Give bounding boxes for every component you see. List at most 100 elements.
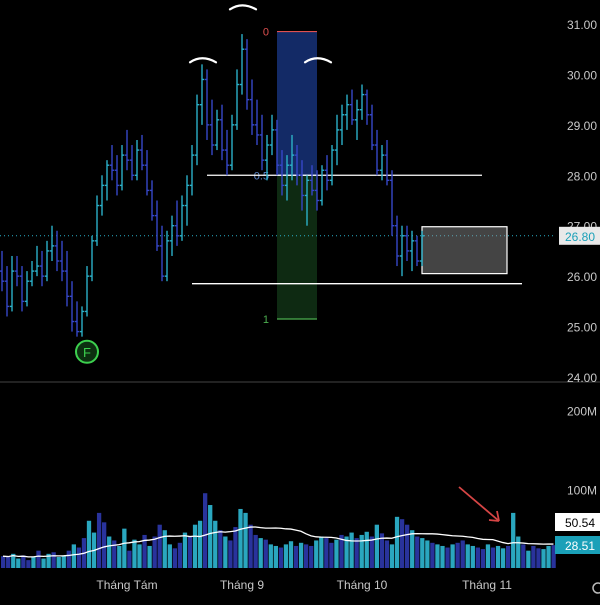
- ohlc-bar: [349, 89, 355, 125]
- consolidation-box[interactable]: [421, 226, 508, 275]
- volume-bar: [162, 530, 167, 568]
- volume-bar: [490, 547, 496, 568]
- volume-bar: [405, 524, 410, 568]
- volume-bar: [480, 549, 486, 568]
- volume-bar: [107, 536, 112, 568]
- volume-bar: [233, 527, 238, 568]
- volume-bar: [394, 516, 400, 568]
- volume-bar: [86, 520, 92, 568]
- event-marker-circle[interactable]: [75, 339, 99, 364]
- ohlc-bar: [19, 266, 25, 312]
- volume-bar: [506, 545, 511, 568]
- volume-bar: [172, 548, 177, 568]
- volume-bar: [187, 536, 193, 568]
- red-trend-arrow-head: [488, 510, 500, 522]
- volume-bar: [364, 531, 369, 568]
- volume-bar: [304, 544, 309, 568]
- ohlc-bar: [29, 261, 35, 287]
- ohlc-bar: [314, 170, 320, 211]
- ohlc-bar: [194, 94, 200, 166]
- volume-bar: [359, 534, 364, 568]
- ohlc-bar: [4, 266, 10, 317]
- ohlc-bar: [169, 215, 175, 256]
- volume-bar: [369, 536, 374, 568]
- current-price-badge: [559, 226, 600, 245]
- volume-bar: [440, 545, 445, 568]
- ohlc-bar: [59, 240, 65, 282]
- volume-bar: [6, 556, 11, 568]
- ohlc-bar: [109, 145, 115, 181]
- volume-bar: [334, 539, 339, 568]
- fib-level-label: 0: [263, 27, 269, 39]
- volume-last-label: 28.51: [565, 539, 595, 553]
- ohlc-bar: [414, 235, 420, 267]
- volume-bar: [253, 534, 258, 568]
- volume-bar: [208, 505, 213, 568]
- ohlc-bar: [164, 230, 170, 282]
- volume-bar: [76, 547, 82, 568]
- ohlc-bar: [34, 245, 40, 277]
- ohlc-bar: [199, 64, 205, 125]
- ohlc-bar: [89, 235, 95, 282]
- ohlc-bar: [69, 281, 75, 332]
- volume-bar: [374, 524, 379, 568]
- ohlc-bar: [284, 155, 290, 201]
- volume-bar: [1, 556, 6, 568]
- volume-bar: [96, 512, 102, 568]
- volume-bar: [127, 550, 132, 568]
- time-axis-tick: Tháng Tám: [96, 578, 157, 592]
- ohlc-bar: [224, 129, 230, 176]
- ohlc-bar: [79, 306, 85, 337]
- ohlc-bar: [0, 250, 5, 292]
- volume-bar: [182, 532, 188, 568]
- volume-bar: [258, 538, 263, 568]
- volume-bar: [319, 536, 324, 568]
- volume-bar: [339, 534, 344, 568]
- ohlc-bar: [239, 34, 245, 95]
- ohlc-bar: [264, 134, 270, 181]
- ohlc-bar: [359, 84, 365, 120]
- ohlc-bar: [304, 175, 310, 226]
- volume-bar: [516, 536, 521, 568]
- ohlc-bar: [369, 104, 375, 151]
- fib-level-label: 1: [263, 314, 269, 326]
- settings-icon[interactable]: [592, 582, 600, 594]
- volume-bar: [314, 540, 319, 568]
- ohlc-bar: [254, 99, 260, 146]
- volume-ma-label: 50.54: [565, 516, 595, 530]
- ohlc-bar: [279, 150, 285, 196]
- volume-bar: [36, 550, 41, 568]
- volume-bar: [354, 538, 359, 568]
- ohlc-bar: [134, 139, 140, 181]
- volume-bar: [344, 536, 349, 568]
- volume-bar: [26, 560, 31, 568]
- ohlc-bar: [404, 225, 410, 262]
- ohlc-bar: [179, 195, 185, 241]
- ohlc-bar: [324, 155, 330, 191]
- ohlc-bar: [14, 255, 20, 287]
- volume-bar: [132, 539, 137, 568]
- ohlc-bar: [234, 69, 240, 130]
- volume-bar: [167, 544, 172, 568]
- volume-bar: [228, 540, 233, 568]
- ohlc-bar: [204, 69, 210, 140]
- volume-bar: [526, 550, 531, 568]
- volume-bar: [16, 558, 21, 568]
- volume-bar: [521, 544, 526, 568]
- price-axis-tick: 28.00: [567, 169, 597, 183]
- volume-bar: [147, 545, 152, 568]
- ohlc-bar: [354, 99, 360, 140]
- volume-bar: [349, 532, 354, 568]
- ohlc-bar: [64, 250, 70, 307]
- ohlc-bar: [274, 119, 280, 176]
- volume-bar: [61, 555, 66, 568]
- ohlc-bar: [9, 255, 15, 312]
- volume-bar: [425, 540, 430, 568]
- ohlc-bar: [74, 301, 80, 337]
- volume-axis-tick: 100M: [567, 483, 597, 497]
- volume-bar: [500, 548, 506, 568]
- volume-bar: [197, 520, 203, 568]
- ohlc-bar: [259, 114, 265, 171]
- ohlc-bar: [84, 266, 90, 317]
